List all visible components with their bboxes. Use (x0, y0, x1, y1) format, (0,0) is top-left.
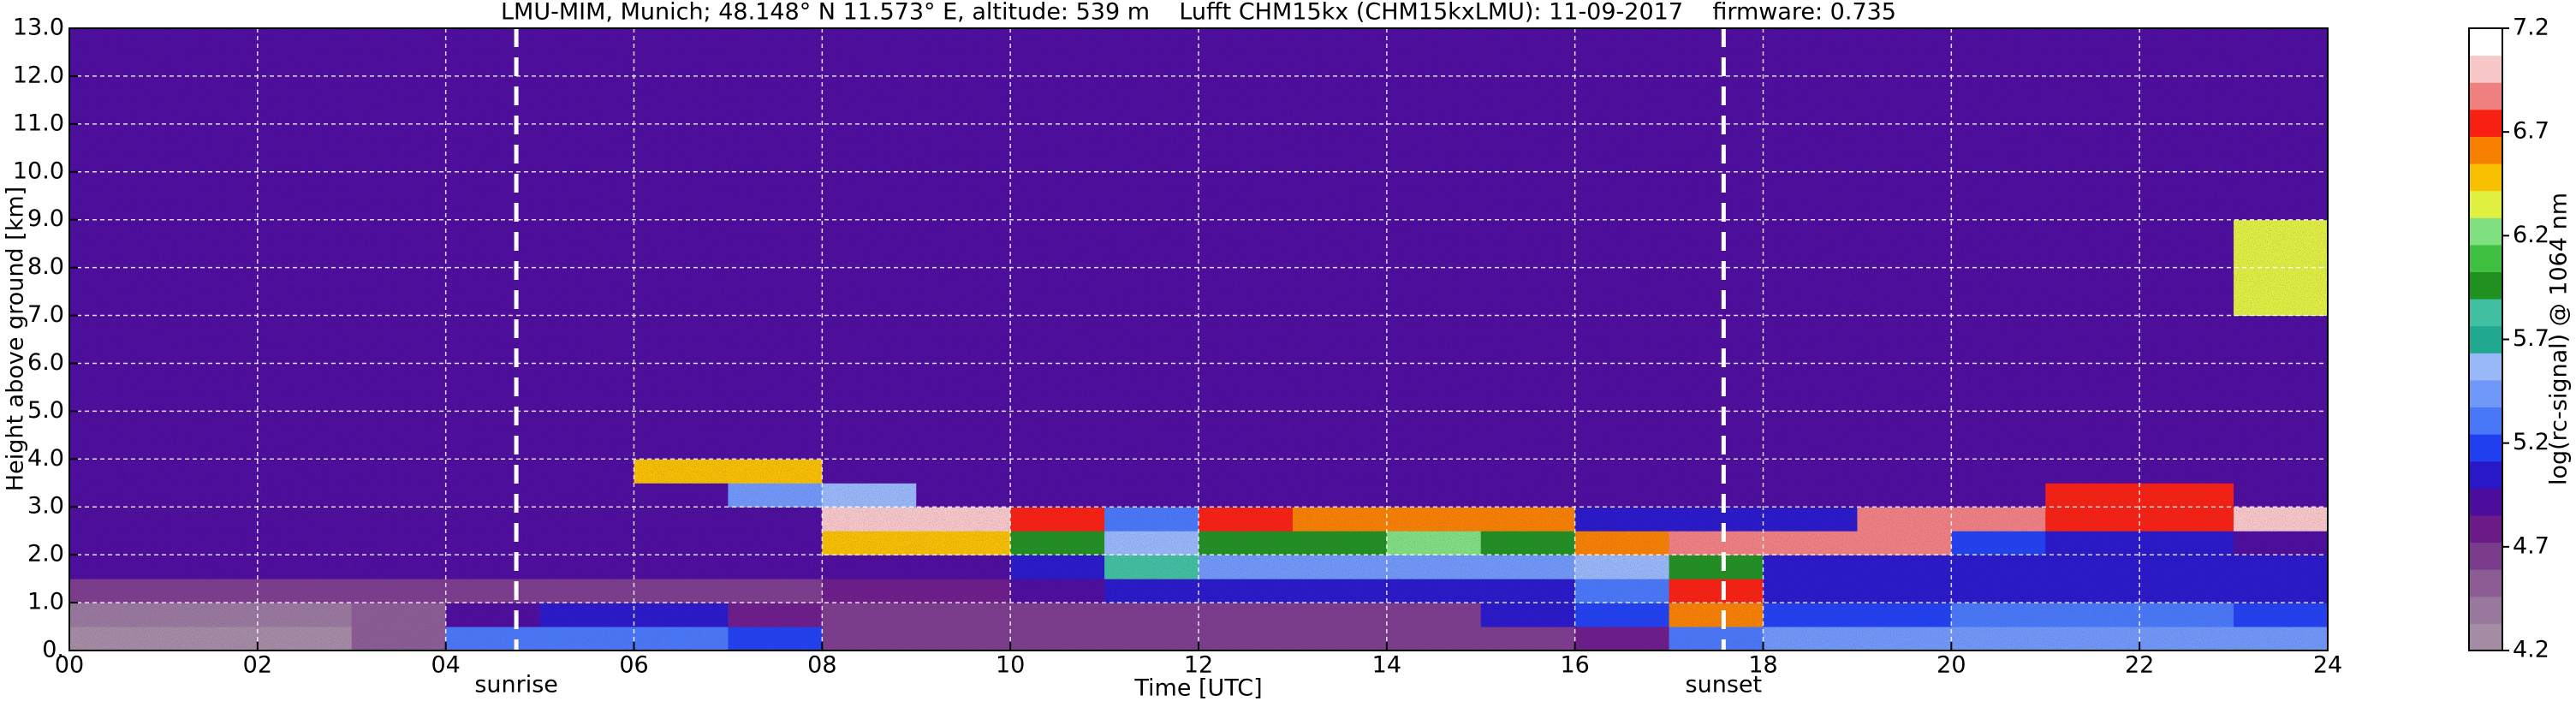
annotation-label: sunset (1686, 672, 1763, 698)
y-tick-label: 6.0 (27, 349, 64, 376)
colorbar-segment (2469, 299, 2502, 327)
colorbar-segment (2469, 353, 2502, 381)
y-tick-label: 10.0 (13, 157, 64, 184)
colorbar-segment (2469, 542, 2502, 570)
x-tick-label: 12 (1184, 652, 1213, 679)
y-tick-label: 11.0 (13, 110, 64, 136)
colorbar-segment (2469, 190, 2502, 218)
colorbar-segment (2469, 109, 2502, 137)
x-tick-label: 04 (431, 652, 460, 679)
y-tick-label: 12.0 (13, 62, 64, 88)
chart-title: LMU-MIM, Munich; 48.148° N 11.573° E, al… (501, 0, 1896, 26)
y-tick-label: 2.0 (27, 541, 64, 567)
y-tick-label: 0. (42, 637, 64, 663)
x-tick-label: 22 (2125, 652, 2154, 679)
colorbar-tick-label: 5.7 (2513, 325, 2549, 352)
y-tick-label: 4.0 (27, 445, 64, 472)
y-tick-label: 3.0 (27, 493, 64, 520)
colorbar-segment (2469, 28, 2502, 56)
colorbar-segment (2469, 379, 2502, 408)
x-tick-label: 14 (1372, 652, 1401, 679)
colorbar-segment (2469, 163, 2502, 192)
y-tick-label: 13.0 (13, 15, 64, 41)
y-tick-label: 1.0 (27, 589, 64, 615)
colorbar-segment (2469, 407, 2502, 435)
x-tick-label: 20 (1936, 652, 1966, 679)
x-tick-label: 18 (1748, 652, 1777, 679)
colorbar-segment (2469, 488, 2502, 516)
colorbar-segment (2469, 460, 2502, 489)
colorbar-segment (2469, 623, 2502, 651)
colorbar-segment (2469, 82, 2502, 110)
y-tick-label: 5.0 (27, 397, 64, 424)
x-tick-label: 08 (807, 652, 836, 679)
annotation-label: sunrise (474, 672, 558, 698)
colorbar-segment (2469, 596, 2502, 624)
colorbar-tick-label: 4.7 (2513, 532, 2549, 559)
y-tick-label: 7.0 (27, 301, 64, 328)
y-tick-label: 9.0 (27, 205, 64, 232)
colorbar-segment (2469, 434, 2502, 462)
x-tick-label: 06 (619, 652, 648, 679)
colorbar-segment (2469, 514, 2502, 544)
x-tick-label: 02 (243, 652, 272, 679)
x-tick-label: 10 (996, 652, 1025, 679)
colorbar-tick-label: 7.2 (2513, 15, 2549, 41)
colorbar-tick-label: 6.2 (2513, 222, 2549, 248)
x-axis-label: Time [UTC] (1133, 675, 1262, 702)
colorbar-tick-label: 5.2 (2513, 429, 2549, 455)
x-tick-label: 00 (55, 652, 84, 679)
colorbar-tick-label: 4.2 (2513, 637, 2549, 663)
colorbar-segment (2469, 569, 2502, 597)
plot-frame (68, 27, 2329, 651)
colorbar-tick-label: 6.7 (2513, 118, 2549, 145)
y-axis-label: Height above ground [km] (3, 187, 29, 491)
x-tick-label: 24 (2313, 652, 2342, 679)
y-tick-label: 8.0 (27, 253, 64, 280)
colorbar-label: log(rc-signal) @ 1064 nm (2546, 193, 2573, 485)
x-tick-label: 16 (1560, 652, 1589, 679)
colorbar-segment (2469, 325, 2502, 354)
colorbar-segment (2469, 55, 2502, 83)
colorbar-segment (2469, 136, 2502, 164)
colorbar-segment (2469, 271, 2502, 300)
colorbar-segment (2469, 217, 2502, 246)
colorbar-segment (2469, 244, 2502, 272)
